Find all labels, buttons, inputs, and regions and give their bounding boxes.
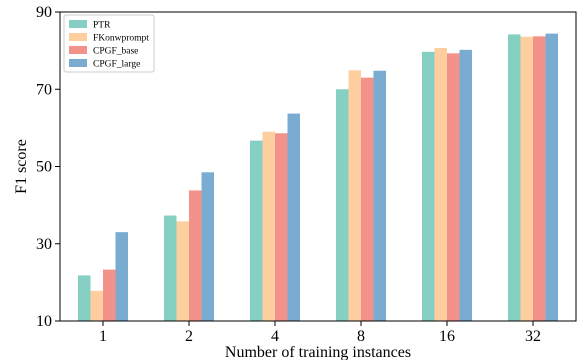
x-tick-label: 1 (99, 328, 107, 345)
legend-label-cpgf-base: CPGF_base (93, 47, 138, 57)
bar-cpgf-large-32 (545, 33, 558, 321)
x-axis: 1 2 4 8 16 32 (99, 321, 541, 345)
bar-cpgf-base-16 (447, 53, 460, 321)
bar-cpgf-large-8 (373, 70, 386, 322)
bar-fkonwprompt-32 (520, 36, 533, 321)
x-tick-label: 2 (185, 328, 193, 345)
x-tick-label: 4 (271, 328, 279, 345)
legend-label-cpgf-large: CPGF_large (93, 60, 140, 70)
bar-fkonwprompt-1 (90, 290, 103, 321)
bar-fkonwprompt-2 (176, 221, 189, 321)
y-tick-label: 70 (36, 81, 52, 98)
bar-ptr-4 (250, 140, 263, 321)
y-tick-label: 10 (36, 313, 52, 330)
y-axis: 10 30 50 70 90 (36, 4, 60, 330)
bar-fkonwprompt-4 (262, 131, 275, 321)
legend-label-fkonwprompt: FKonwprompt (93, 34, 149, 44)
legend-swatch-ptr (69, 20, 87, 28)
legend-label-ptr: PTR (93, 21, 111, 31)
bars-group (78, 33, 558, 322)
bar-ptr-1 (78, 275, 91, 321)
legend-box (63, 14, 155, 73)
bar-cpgf-base-4 (275, 133, 288, 321)
legend-swatch-cpgf-large (69, 59, 87, 67)
bar-cpgf-large-1 (115, 232, 128, 321)
y-axis-title: F1 score (13, 139, 30, 194)
x-tick-label: 8 (357, 328, 365, 345)
bar-cpgf-base-8 (361, 77, 374, 321)
y-tick-label: 90 (36, 4, 52, 21)
bar-cpgf-base-32 (533, 36, 546, 321)
legend-swatch-cpgf-base (69, 46, 87, 54)
bar-ptr-16 (422, 51, 435, 321)
legend-swatch-fkonwprompt (69, 33, 87, 41)
bar-cpgf-large-4 (287, 113, 300, 321)
y-tick-label: 30 (36, 236, 52, 253)
bar-cpgf-large-16 (459, 49, 472, 321)
bar-cpgf-base-1 (103, 269, 116, 321)
bar-cpgf-base-2 (189, 190, 202, 321)
legend: PTR FKonwprompt CPGF_base CPGF_large (63, 14, 155, 73)
bar-ptr-8 (336, 89, 349, 321)
bar-fkonwprompt-8 (348, 70, 361, 321)
bar-cpgf-large-2 (201, 172, 214, 321)
bar-ptr-2 (164, 215, 177, 321)
x-tick-label: 32 (525, 328, 541, 345)
bar-ptr-32 (508, 34, 521, 322)
bar-fkonwprompt-16 (434, 47, 447, 322)
y-tick-label: 50 (36, 159, 52, 176)
x-axis-title: Number of training instances (225, 344, 411, 360)
x-tick-label: 16 (439, 328, 455, 345)
